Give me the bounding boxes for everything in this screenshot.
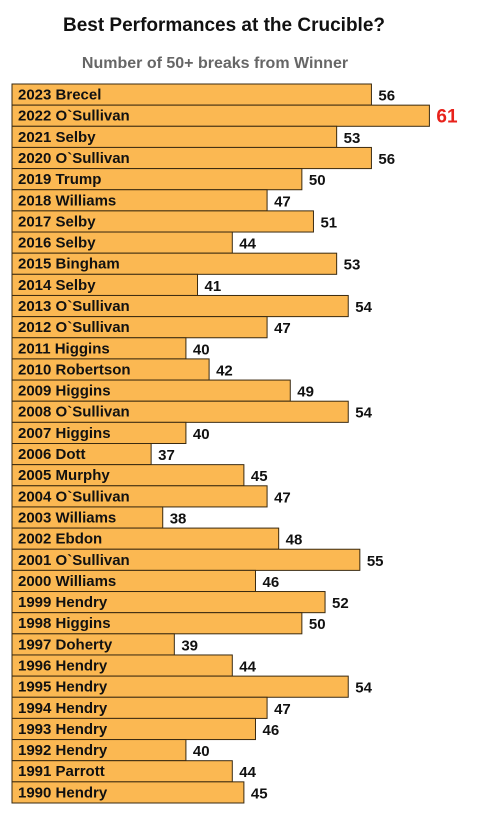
value-label: 44	[239, 236, 256, 253]
value-label: 53	[344, 130, 361, 147]
value-label: 47	[274, 701, 291, 718]
chart-title: Best Performances at the Crucible?	[63, 15, 385, 36]
category-label: 1995 Hendry	[18, 679, 108, 696]
category-label: 1998 Higgins	[18, 615, 111, 632]
category-label: 1990 Hendry	[18, 784, 108, 801]
value-label: 55	[367, 553, 384, 570]
category-label: 1994 Hendry	[18, 700, 108, 717]
value-label: 40	[193, 341, 210, 358]
category-label: 2014 Selby	[18, 277, 96, 294]
category-label: 1991 Parrott	[18, 763, 105, 780]
value-label: 54	[355, 680, 372, 697]
value-label: 47	[274, 193, 291, 210]
category-label: 1997 Doherty	[18, 636, 113, 653]
value-label: 42	[216, 362, 233, 379]
category-label: 2002 Ebdon	[18, 531, 102, 548]
value-label: 52	[332, 595, 349, 612]
value-label: 54	[355, 405, 372, 422]
category-label: 2013 O`Sullivan	[18, 298, 130, 315]
category-label: 2001 O`Sullivan	[18, 552, 130, 569]
value-label: 56	[378, 151, 395, 168]
value-label: 49	[297, 384, 314, 401]
value-label: 37	[158, 447, 175, 464]
category-label: 2004 O`Sullivan	[18, 488, 130, 505]
chart-subtitle: Number of 50+ breaks from Winner	[82, 55, 348, 72]
category-label: 1993 Hendry	[18, 721, 108, 738]
value-label: 46	[262, 722, 279, 739]
value-label: 44	[239, 764, 256, 781]
value-label: 44	[239, 659, 256, 676]
value-label: 45	[251, 785, 268, 802]
category-label: 2019 Trump	[18, 171, 101, 188]
value-label: 39	[181, 637, 198, 654]
category-label: 2006 Dott	[18, 446, 86, 463]
category-label: 2015 Bingham	[18, 256, 120, 273]
bar	[11, 781, 245, 804]
category-label: 2023 Brecel	[18, 87, 101, 104]
value-label: 48	[286, 532, 303, 549]
category-label: 2022 O`Sullivan	[18, 108, 130, 125]
category-label: 1996 Hendry	[18, 658, 108, 675]
category-label: 2009 Higgins	[18, 383, 111, 400]
value-label: 56	[378, 88, 395, 105]
value-label: 54	[355, 299, 372, 316]
value-label: 50	[309, 172, 326, 189]
value-label: 53	[344, 257, 361, 274]
category-label: 2005 Murphy	[18, 467, 110, 484]
value-label: 45	[251, 468, 268, 485]
category-label: 2003 Williams	[18, 509, 116, 526]
value-label: 40	[193, 743, 210, 760]
category-label: 2020 O`Sullivan	[18, 150, 130, 167]
category-label: 2007 Higgins	[18, 425, 111, 442]
category-label: 2016 Selby	[18, 235, 96, 252]
category-label: 2000 Williams	[18, 573, 116, 590]
category-label: 2018 Williams	[18, 192, 116, 209]
value-label: 51	[320, 214, 337, 231]
category-label: 2011 Higgins	[18, 340, 110, 357]
value-label: 46	[262, 574, 279, 591]
category-label: 1992 Hendry	[18, 742, 108, 759]
category-label: 2017 Selby	[18, 213, 96, 230]
category-label: 2008 O`Sullivan	[18, 404, 130, 421]
value-label: 50	[309, 616, 326, 633]
value-label: 61	[436, 107, 458, 128]
value-label: 40	[193, 426, 210, 443]
category-label: 2021 Selby	[18, 129, 96, 146]
category-label: 1999 Hendry	[18, 594, 108, 611]
value-label: 41	[205, 278, 222, 295]
value-label: 47	[274, 489, 291, 506]
value-label: 47	[274, 320, 291, 337]
category-label: 2012 O`Sullivan	[18, 319, 130, 336]
value-label: 38	[170, 510, 187, 527]
category-label: 2010 Robertson	[18, 361, 131, 378]
